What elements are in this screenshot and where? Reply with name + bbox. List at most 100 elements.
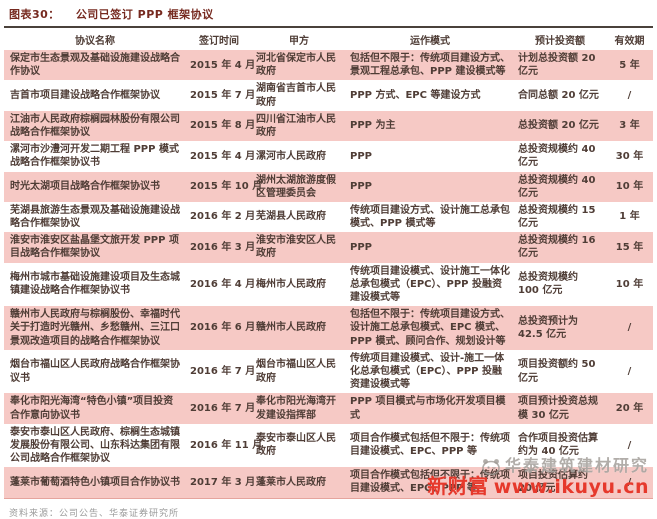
table-row: 梅州市城市基础设施建设项目及生态城镇建设战略合作框架协议书 2016 年 4 月… <box>4 263 653 307</box>
cell-agreement-name: 梅州市城市基础设施建设项目及生态城镇建设战略合作框架协议书 <box>10 272 180 297</box>
cell-party-a: 漯河市人民政府 <box>256 150 326 162</box>
cell-party-a: 蓬莱市人民政府 <box>256 476 326 488</box>
cell-party-a: 淮安市淮安区人民政府 <box>256 235 336 260</box>
cell-operation-mode: 包括但不限于：传统项目建设方式、景观工程总承包、PPP 建设模式等 <box>350 53 510 78</box>
cell-party-a: 湖州太湖旅游度假区管理委员会 <box>256 174 336 199</box>
cell-sign-date: 2016 年 2 月 <box>190 211 256 223</box>
cell-validity: / <box>627 365 632 377</box>
figure-label: 图表30： <box>9 8 60 21</box>
table-row: 江油市人民政府棕榈园林股份有限公司战略合作框架协议 2015 年 8 月 四川省… <box>4 110 653 142</box>
cell-agreement-name: 烟台市福山区人民政府战略合作框架协议书 <box>10 359 180 384</box>
cell-operation-mode: PPP <box>350 241 372 253</box>
cell-validity: 10 年 <box>615 181 644 193</box>
cell-validity: / <box>627 476 632 488</box>
cell-agreement-name: 漯河市沙澧河开发二期工程 PPP 模式战略合作框架协议书 <box>10 144 179 169</box>
watermark-logo-icon <box>481 457 501 476</box>
table-row: 赣州市人民政府与棕榈股份、幸福时代关于打造时光赣州、乡愁赣州、三江口景观改造项目… <box>4 306 653 350</box>
cell-agreement-name: 时光太湖项目战略合作框架协议书 <box>10 181 160 193</box>
cell-estimated-investment: 项目投资估算约 20 亿元 <box>518 470 588 495</box>
title-divider <box>4 26 653 28</box>
cell-agreement-name: 江油市人民政府棕榈园林股份有限公司战略合作框架协议 <box>10 113 180 138</box>
cell-party-a: 芜湖县人民政府 <box>256 211 326 223</box>
col-header-sign-date: 签订时间 <box>199 36 239 47</box>
table-row: 吉首市项目建设战略合作框架协议 2015 年 7 月 湖南省吉首市人民政府 PP… <box>4 80 653 110</box>
cell-sign-date: 2016 年 7 月 <box>190 402 256 414</box>
cell-sign-date: 2016 年 6 月 <box>190 322 256 334</box>
cell-agreement-name: 保定市生态景观及基础设施建设战略合作协议 <box>10 53 180 78</box>
cell-validity: / <box>627 439 632 451</box>
cell-validity: 30 年 <box>615 150 644 162</box>
cell-party-a: 泰安市泰山区人民政府 <box>256 433 336 458</box>
cell-estimated-investment: 计划总投资额 20 亿元 <box>518 53 596 78</box>
cell-operation-mode: 传统项目建设模式、设计-施工一体化总承包模式（EPC）、PPP 投融资建设模式等 <box>350 352 505 391</box>
ppp-agreements-table: 协议名称 签订时间 甲方 运作模式 预计投资额 有效期 保定市生态景观及基础设施… <box>4 28 653 499</box>
cell-estimated-investment: 总投资预计为 42.5 亿元 <box>518 315 578 340</box>
cell-estimated-investment: 合作项目投资估算约为 40 亿元 <box>518 433 598 458</box>
cell-party-a: 赣州市人民政府 <box>256 322 326 334</box>
cell-party-a: 湖南省吉首市人民政府 <box>256 83 336 108</box>
cell-agreement-name: 奉化市阳光海湾“特色小镇”项目投资合作意向协议书 <box>10 396 174 421</box>
table-row: 奉化市阳光海湾“特色小镇”项目投资合作意向协议书 2016 年 7 月 奉化市阳… <box>4 393 653 424</box>
cell-agreement-name: 蓬莱市葡萄酒特色小镇项目合作协议书 <box>10 476 180 488</box>
cell-agreement-name: 泰安市泰山区人民政府、棕榈生态城镇发展股份有限公司、山东科达集团有限公司战略合作… <box>10 426 180 465</box>
watermark-research-text: 华泰建筑建材研究 <box>504 456 649 476</box>
cell-party-a: 河北省保定市人民政府 <box>256 53 336 78</box>
col-header-agreement-name: 协议名称 <box>75 36 115 47</box>
cell-estimated-investment: 项目投资额约 50 亿元 <box>518 359 596 384</box>
cell-agreement-name: 吉首市项目建设战略合作框架协议 <box>10 89 160 101</box>
cell-sign-date: 2015 年 4 月 <box>190 59 256 71</box>
cell-estimated-investment: 总投资规模约 40 亿元 <box>518 174 596 199</box>
cell-party-a: 四川省江油市人民政府 <box>256 113 336 138</box>
cell-sign-date: 2016 年 4 月 <box>190 278 256 290</box>
cell-validity: 1 年 <box>619 211 640 223</box>
cell-estimated-investment: 总投资额 20 亿元 <box>518 120 599 132</box>
cell-sign-date: 2015 年 10 月 <box>190 181 263 193</box>
watermark-research-line: 华泰建筑建材研究 <box>427 456 649 476</box>
col-header-estimated-investment: 预计投资额 <box>535 36 585 47</box>
cell-party-a: 奉化市阳光海湾开发建设指挥部 <box>256 396 336 421</box>
col-header-party-a: 甲方 <box>289 36 309 47</box>
cell-agreement-name: 芜湖县旅游生态景观及基础设施建设战略合作框架协议 <box>10 204 180 230</box>
cell-sign-date: 2016 年 7 月 <box>190 365 256 377</box>
watermark-brand: 新财富 <box>427 474 489 499</box>
cell-party-a: 烟台市福山区人民政府 <box>256 359 336 384</box>
report-figure: 图表30： 公司已签订 PPP 框架协议 协议名称 签订时间 甲方 运作模式 预计… <box>4 6 653 519</box>
table-row: 漯河市沙澧河开发二期工程 PPP 模式战略合作框架协议书 2015 年 4 月 … <box>4 141 653 171</box>
table-row: 芜湖县旅游生态景观及基础设施建设战略合作框架协议 2016 年 2 月 芜湖县人… <box>4 202 653 232</box>
col-header-operation-mode: 运作模式 <box>410 36 450 47</box>
cell-party-a: 梅州市人民政府 <box>256 278 326 290</box>
figure-title-row: 图表30： 公司已签订 PPP 框架协议 <box>4 6 653 22</box>
figure-title: 公司已签订 PPP 框架协议 <box>75 8 214 21</box>
cell-sign-date: 2015 年 7 月 <box>190 89 256 101</box>
cell-estimated-investment: 总投资规模约 15 亿元 <box>518 204 596 230</box>
cell-sign-date: 2015 年 4 月 <box>190 150 256 162</box>
cell-operation-mode: PPP <box>350 181 372 193</box>
source-note: 资料来源：公司公告、华泰证券研究所 <box>9 508 180 519</box>
col-header-validity: 有效期 <box>614 36 645 47</box>
cell-estimated-investment: 总投资规模约 100 亿元 <box>518 272 578 297</box>
watermark-brand-line: 新财富 www.ikuyu.cn <box>427 475 649 498</box>
cell-validity: 10 年 <box>615 278 644 290</box>
table-row: 烟台市福山区人民政府战略合作框架协议书 2016 年 7 月 烟台市福山区人民政… <box>4 350 653 394</box>
cell-sign-date: 2017 年 3 月 <box>190 476 256 488</box>
table-header-row: 协议名称 签订时间 甲方 运作模式 预计投资额 有效期 <box>4 28 653 50</box>
cell-operation-mode: PPP 方式、EPC 等建设方式 <box>350 89 481 101</box>
cell-sign-date: 2016 年 11 月 <box>190 439 263 451</box>
cell-estimated-investment: 合同总额 20 亿元 <box>518 89 599 101</box>
table-row: 淮安市淮安区盐晶堡文旅开发 PPP 项目战略合作框架协议 2016 年 3 月 … <box>4 232 653 263</box>
cell-operation-mode: PPP 为主 <box>350 120 396 132</box>
cell-agreement-name: 赣州市人民政府与棕榈股份、幸福时代关于打造时光赣州、乡愁赣州、三江口景观改造项目… <box>10 309 180 347</box>
cell-operation-mode: 项目合作模式包括但不限于：传统项目建设模式、EPC、PPP 等 <box>350 433 510 458</box>
cell-sign-date: 2016 年 3 月 <box>190 241 256 253</box>
cell-agreement-name: 淮安市淮安区盐晶堡文旅开发 PPP 项目战略合作框架协议 <box>10 235 179 260</box>
cell-operation-mode: 传统项目建设方式、设计施工总承包模式、PPP 模式等 <box>350 204 510 230</box>
cell-validity: 3 年 <box>619 120 640 132</box>
table-row: 保定市生态景观及基础设施建设战略合作协议 2015 年 4 月 河北省保定市人民… <box>4 50 653 81</box>
cell-validity: / <box>627 89 632 101</box>
table-row: 时光太湖项目战略合作框架协议书 2015 年 10 月 湖州太湖旅游度假区管理委… <box>4 171 653 202</box>
table-row: 蓬莱市葡萄酒特色小镇项目合作协议书 2017 年 3 月 蓬莱市人民政府 项目合… <box>4 467 653 499</box>
cell-operation-mode: PPP 项目模式与市场化开发项目模式 <box>350 396 506 421</box>
cell-operation-mode: 传统项目建设模式、设计施工一体化总承包模式（EPC）、PPP 投融资建设模式等 <box>350 265 510 303</box>
cell-sign-date: 2015 年 8 月 <box>190 120 256 132</box>
watermark: 华泰建筑建材研究 新财富 www.ikuyu.cn <box>427 457 649 498</box>
